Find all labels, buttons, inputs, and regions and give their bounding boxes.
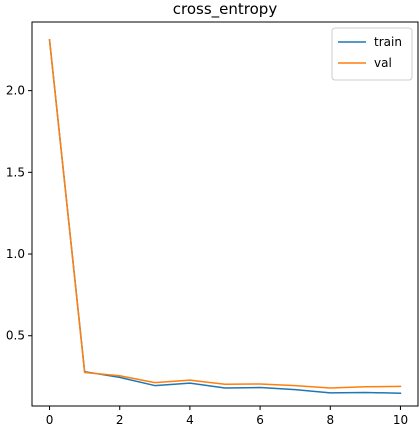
y-axis: 0.5 1.0 1.5 2.0 bbox=[6, 84, 32, 343]
y-tick-label: 2.0 bbox=[6, 84, 25, 98]
series-line-val bbox=[48, 39, 402, 389]
x-tick-label: 2 bbox=[116, 413, 124, 427]
x-tick-label: 4 bbox=[186, 413, 194, 427]
x-tick-label: 10 bbox=[393, 413, 408, 427]
y-tick-label: 1.5 bbox=[6, 165, 25, 179]
y-tick-label: 1.0 bbox=[6, 247, 25, 261]
axes-frame bbox=[31, 21, 419, 407]
x-tick-label: 0 bbox=[46, 413, 54, 427]
x-tick-label: 8 bbox=[326, 413, 334, 427]
plot-area bbox=[48, 39, 402, 395]
chart-title: cross_entropy bbox=[173, 0, 278, 19]
series-line-train bbox=[48, 39, 402, 395]
y-tick-label: 0.5 bbox=[6, 329, 25, 343]
x-tick-label: 6 bbox=[256, 413, 264, 427]
legend: train val bbox=[331, 27, 413, 81]
x-axis: 0 2 4 6 8 10 bbox=[46, 406, 408, 427]
legend-label-val: val bbox=[374, 56, 392, 70]
legend-box bbox=[331, 27, 413, 81]
legend-label-train: train bbox=[374, 35, 402, 49]
